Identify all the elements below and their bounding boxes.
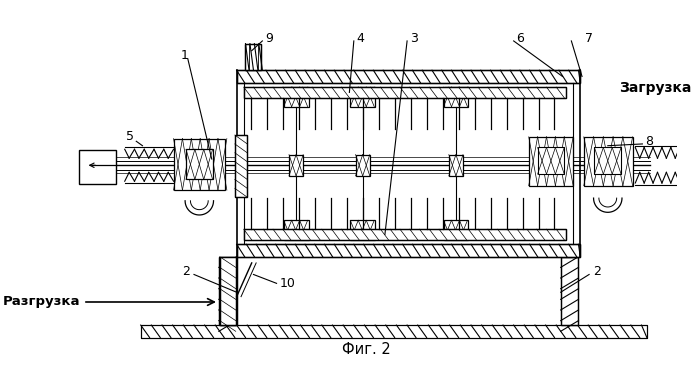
Bar <box>449 155 463 176</box>
Text: 1: 1 <box>181 49 189 62</box>
Bar <box>561 257 579 325</box>
Text: 7: 7 <box>584 32 593 45</box>
Bar <box>244 229 566 240</box>
Text: 4: 4 <box>356 32 364 45</box>
Bar <box>538 147 564 174</box>
Bar <box>244 87 566 98</box>
Bar <box>78 150 116 184</box>
Bar <box>219 257 236 325</box>
Bar <box>594 147 621 174</box>
Bar <box>561 257 579 325</box>
Bar <box>140 325 647 338</box>
Bar <box>245 44 261 70</box>
Bar <box>284 87 308 107</box>
Bar <box>443 220 468 240</box>
Bar <box>289 155 303 176</box>
Bar <box>173 139 225 190</box>
Text: 8: 8 <box>645 135 653 148</box>
Bar <box>443 87 468 107</box>
Bar <box>356 155 370 176</box>
Bar <box>236 244 580 257</box>
Bar <box>350 220 375 240</box>
Text: 10: 10 <box>280 277 296 290</box>
Bar <box>235 135 247 197</box>
Text: 6: 6 <box>517 32 524 45</box>
Bar <box>219 257 236 325</box>
Bar <box>219 257 236 325</box>
Text: 2: 2 <box>182 265 190 278</box>
Text: 5: 5 <box>126 130 134 143</box>
Text: Загрузка: Загрузка <box>619 81 692 95</box>
Bar <box>350 87 375 107</box>
Text: Разгрузка: Разгрузка <box>3 296 80 309</box>
Bar <box>186 149 212 180</box>
Text: Фиг. 2: Фиг. 2 <box>342 342 391 358</box>
Bar <box>235 135 247 197</box>
Bar <box>584 137 633 186</box>
Bar <box>140 325 647 338</box>
Bar <box>219 257 236 325</box>
Text: 3: 3 <box>410 32 417 45</box>
Bar <box>245 44 261 70</box>
Bar <box>236 70 580 83</box>
Bar <box>284 220 308 240</box>
Bar <box>244 229 566 240</box>
Bar <box>244 87 566 98</box>
Text: 2: 2 <box>593 265 600 278</box>
Text: 9: 9 <box>265 32 273 45</box>
Bar <box>528 137 573 186</box>
Bar <box>236 70 580 83</box>
Bar <box>236 244 580 257</box>
